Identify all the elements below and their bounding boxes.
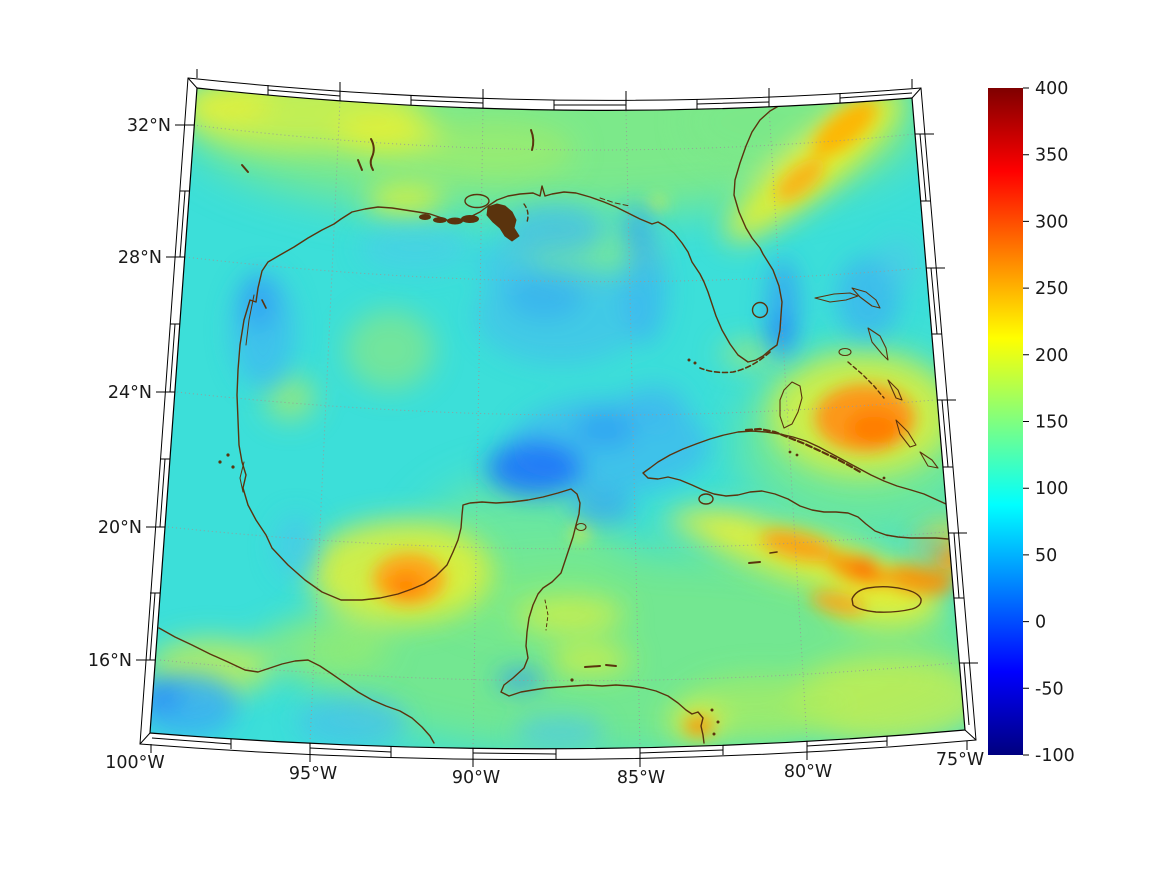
heatmap-field (150, 88, 965, 749)
colorbar: 400 350 300 250 200 150 100 50 0 -50 -10… (988, 79, 1075, 766)
y-tick-label: 24°N (108, 383, 152, 403)
colorbar-label: 50 (1035, 546, 1057, 566)
colorbar-label: 0 (1035, 613, 1046, 633)
x-tick-label: 95°W (289, 764, 337, 784)
coastlines (158, 103, 949, 744)
colorbar-label: 400 (1035, 79, 1068, 99)
y-tick-label: 16°N (88, 651, 132, 671)
colorbar-ticks (1023, 87, 1029, 756)
colorbar-label: -100 (1035, 746, 1075, 766)
x-tick-label: 90°W (452, 768, 500, 788)
x-tick-label: 80°W (784, 762, 832, 782)
x-tick-label: 100°W (105, 753, 164, 773)
y-tick-label: 32°N (127, 116, 171, 136)
colorbar-label: 100 (1035, 479, 1068, 499)
x-tick-label: 85°W (617, 768, 665, 788)
colorbar-label: 150 (1035, 413, 1068, 433)
graticule (159, 100, 956, 749)
colorbar-label: 200 (1035, 346, 1068, 366)
frame-ticks (136, 69, 978, 767)
colorbar-label: -50 (1035, 679, 1064, 699)
colorbar-label: 350 (1035, 146, 1068, 166)
map-boundary (149, 87, 966, 750)
y-axis-labels: 32°N 28°N 24°N 20°N 16°N (88, 116, 171, 671)
y-tick-label: 20°N (98, 518, 142, 538)
colorbar-label: 300 (1035, 212, 1068, 232)
x-tick-label: 75°W (936, 750, 984, 770)
colorbar-label: 250 (1035, 279, 1068, 299)
colorbar-gradient (988, 88, 1023, 755)
y-tick-label: 28°N (118, 248, 162, 268)
x-axis-labels: 100°W 95°W 90°W 85°W 80°W 75°W (105, 750, 984, 788)
colorbar-labels: 400 350 300 250 200 150 100 50 0 -50 -10… (1035, 79, 1075, 766)
